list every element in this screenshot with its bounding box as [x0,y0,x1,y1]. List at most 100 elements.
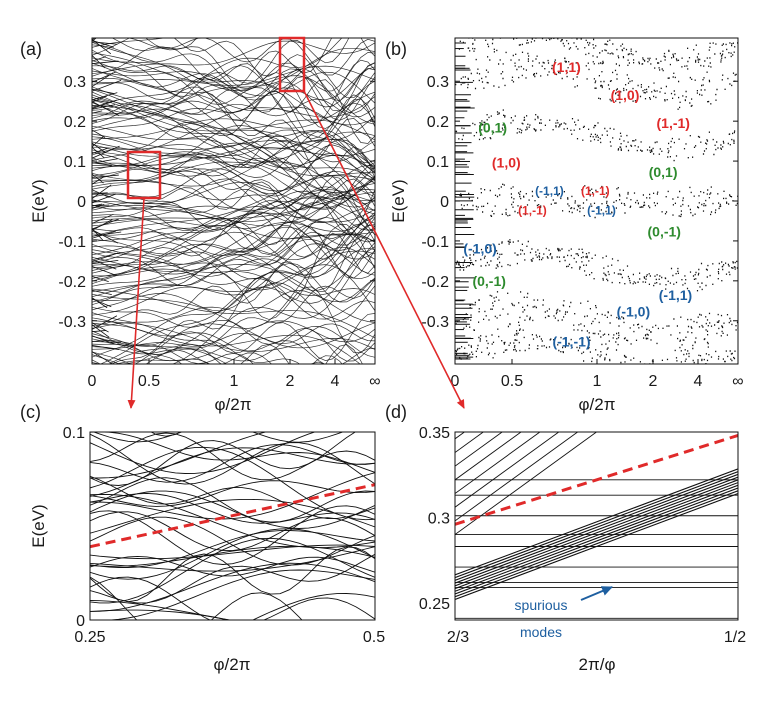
panel-a-level [92,330,183,364]
panel-a-level [92,394,375,547]
panel-a-level [92,158,118,164]
panel-c-frame [89,431,376,621]
panel-a-level [92,91,375,215]
panel-a-level [92,140,375,187]
panel-a-ytick-0: 0.3 [64,74,86,91]
panel-a-level [92,95,108,103]
panel-c-level [90,432,375,481]
panel-a-level [92,397,375,543]
panel-a-level [92,79,122,92]
panel-b-level-dots [455,38,738,364]
panel-a-level [92,152,375,211]
panel-d-level [455,432,522,481]
panel-a-level [92,293,375,349]
panel-a-level [92,157,375,260]
panel-c-dashed-line [89,483,376,549]
panel-b-xtick-2: 1 [593,373,602,390]
panel-a-level [92,289,112,296]
panel-a-level [92,38,198,77]
panel-a-level [92,203,103,207]
panel-a-level [92,99,109,104]
panel-d-level [455,193,738,398]
panel-a-level [92,62,375,117]
panel-a-level [92,238,375,303]
panel-label-b: (b) [385,39,407,59]
panel-a-ytick-6: -0.3 [58,314,86,331]
panel-a-level [92,145,120,159]
panel-a-level [92,38,97,40]
panel-a-level [92,243,375,320]
panel-a-level [92,282,375,322]
panel-c-level [90,609,231,620]
panel-a-level [92,144,375,196]
panel-a-level [92,239,375,287]
panel-c-xtick-0: 0.25 [74,629,105,646]
panel-a-level [92,341,122,344]
panel-a-level [92,243,375,316]
panel-a-level [92,0,375,29]
panel-b: 0.3 0.2 0.1 0 -0.1 -0.2 -0.3 0 0.5 1 2 4 ∞ (1,1) (1,… [389,37,744,414]
panel-a-level [92,191,375,224]
panel-b-xtick-0: 0 [451,373,460,390]
panel-a-level [92,335,116,345]
panel-a-level [92,162,112,166]
panel-a-level [92,125,375,174]
panel-a-level [92,218,120,230]
panel-a-level [126,38,375,76]
panel-b-ytick-5: -0.2 [421,274,449,291]
panel-c-level [90,432,317,474]
panel-c-level [90,432,268,479]
panel-a-level [92,38,343,109]
panel-a-level [92,173,375,223]
gap-label: (-1,-1) [552,334,590,350]
panel-a-level [111,232,375,364]
gap-label: (1,-1) [518,203,547,217]
panel-a-level [92,152,375,236]
panel-b-ytick-1: 0.2 [427,114,449,131]
panel-c-level [90,446,375,521]
panel-b-xtick-5: ∞ [732,373,743,390]
panel-c-level [90,492,375,524]
panel-c-level [90,553,375,604]
panel-a-level [92,129,106,138]
panel-b-xlabel: φ/2π [579,395,616,414]
panel-a-ytick-3: 0 [77,194,86,211]
panel-c-level [90,545,375,567]
panel-a-level [92,92,118,101]
panel-a-level [92,230,375,311]
panel-a-level [92,62,375,179]
panel-a-level [92,0,375,5]
panel-a-level [92,259,117,270]
panel-a-level [92,0,375,26]
panel-b-ytick-3: 0 [440,194,449,211]
panel-label-a: (a) [20,39,42,59]
panel-c-level [90,475,375,519]
gap-label: (1,-1) [657,115,690,131]
panel-a-level [92,173,104,184]
panel-a-level [92,38,166,48]
panel-d-xtick-1: 1/2 [724,629,746,646]
panel-d-xtick-0: 2/3 [447,629,469,646]
panel-c-ylabel: E(eV) [29,504,48,547]
panel-a-level [92,345,120,351]
panel-d-level [455,471,738,579]
panel-c-level [90,493,375,549]
panel-a-level [92,94,375,200]
panel-a-level [145,38,375,129]
panel-a-xtick-1: 0.5 [138,373,160,390]
panel-a-level [92,229,119,244]
panel-a: 0.3 0.2 0.1 0 -0.1 -0.2 -0.3 0 0.5 1 2 4 ∞ E(eV) φ/… [29,0,381,547]
gap-label: (0,-1) [648,223,681,239]
panel-c-level [90,511,375,552]
panel-a-level [92,99,118,110]
panel-a-xtick-2: 1 [230,373,239,390]
panel-a-xlabel: φ/2π [215,395,252,414]
panel-a-level [92,147,108,154]
panel-a-level [92,55,106,69]
panel-a-level [92,136,375,200]
panel-d-frame [454,431,739,621]
panel-a-level [92,0,375,11]
panel-a-level [92,162,375,195]
panel-a-level [92,223,375,260]
panel-a-level [114,320,375,364]
